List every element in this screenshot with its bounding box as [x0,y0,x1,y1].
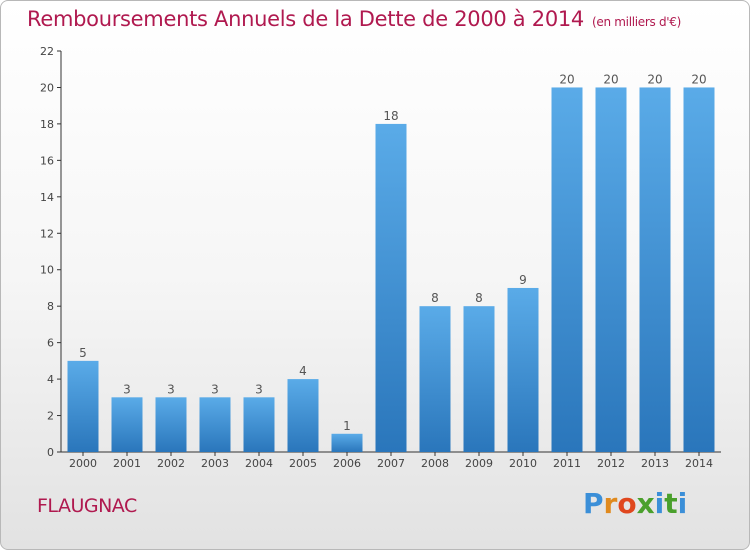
data-label: 18 [383,109,398,123]
logo-letter: t [664,487,678,520]
bar-2010 [507,287,539,452]
x-axis: 2000 2001 2002 2003 2004 2005 2006 2007 2008 2009… [61,451,721,470]
chart-title: Remboursements Annuels de la Dette de 20… [27,7,681,31]
x-tick-label: 2004 [245,457,273,470]
x-tick-label: 2007 [377,457,405,470]
logo-letter: P [583,487,604,520]
bar-2013 [639,87,671,453]
logo-letter: o [617,487,637,520]
logo-letter: i [654,487,665,520]
data-label: 8 [431,291,439,305]
logo-letter: r [603,487,618,520]
y-tick-label: 16 [40,154,54,167]
data-label: 5 [79,346,87,360]
data-label: 20 [559,72,574,86]
data-label: 1 [343,419,351,433]
x-tick-label: 2009 [465,457,493,470]
x-tick-label: 2000 [69,457,97,470]
bar-2009 [463,306,495,452]
bars: 5 3 3 3 3 4 1 18 8 8 9 20 20 20 20 [67,72,715,453]
bar-2000 [67,360,99,452]
y-tick-label: 2 [47,410,54,423]
data-label: 20 [647,72,662,86]
y-tick-label: 8 [47,300,54,313]
x-tick-label: 2001 [113,457,141,470]
x-tick-label: 2006 [333,457,361,470]
logo-letter: x [636,487,655,520]
commune-name: FLAUGNAC [37,495,137,517]
data-label: 9 [519,273,527,287]
y-tick-label: 6 [47,337,54,350]
bar-2003 [199,397,231,452]
x-tick-label: 2014 [685,457,713,470]
x-tick-label: 2002 [157,457,185,470]
bar-2014 [683,87,715,453]
bar-2001 [111,397,143,452]
bar-2008 [419,306,451,452]
data-label: 3 [167,382,175,396]
x-tick-label: 2013 [641,457,669,470]
bar-2011 [551,87,583,453]
data-label: 3 [123,382,131,396]
proxiti-logo: Proxiti [583,487,687,520]
x-tick-label: 2003 [201,457,229,470]
data-label: 4 [299,364,307,378]
bar-2012 [595,87,627,453]
bar-2007 [375,123,407,452]
y-axis: 0 2 4 6 8 10 12 14 16 18 20 22 [40,45,62,459]
x-tick-label: 2008 [421,457,449,470]
chart-title-text: Remboursements Annuels de la Dette de 20… [27,7,584,31]
x-tick-label: 2012 [597,457,625,470]
chart-unit: (en milliers d'€) [592,15,682,29]
y-tick-label: 14 [40,191,54,204]
bar-2005 [287,379,319,452]
y-tick-label: 10 [40,264,54,277]
data-label: 3 [255,382,263,396]
bar-2002 [155,397,187,452]
data-label: 20 [603,72,618,86]
x-tick-label: 2005 [289,457,317,470]
y-tick-label: 12 [40,227,54,240]
bar-2004 [243,397,275,452]
data-label: 8 [475,291,483,305]
logo-letter: i [677,487,688,520]
y-tick-label: 22 [40,45,54,58]
bar-2006 [331,433,363,452]
y-tick-label: 18 [40,118,54,131]
y-tick-label: 4 [47,373,54,386]
data-label: 3 [211,382,219,396]
y-tick-label: 20 [40,81,54,94]
x-tick-label: 2010 [509,457,537,470]
y-tick-label: 0 [47,446,54,459]
x-tick-label: 2011 [553,457,581,470]
data-label: 20 [691,72,706,86]
